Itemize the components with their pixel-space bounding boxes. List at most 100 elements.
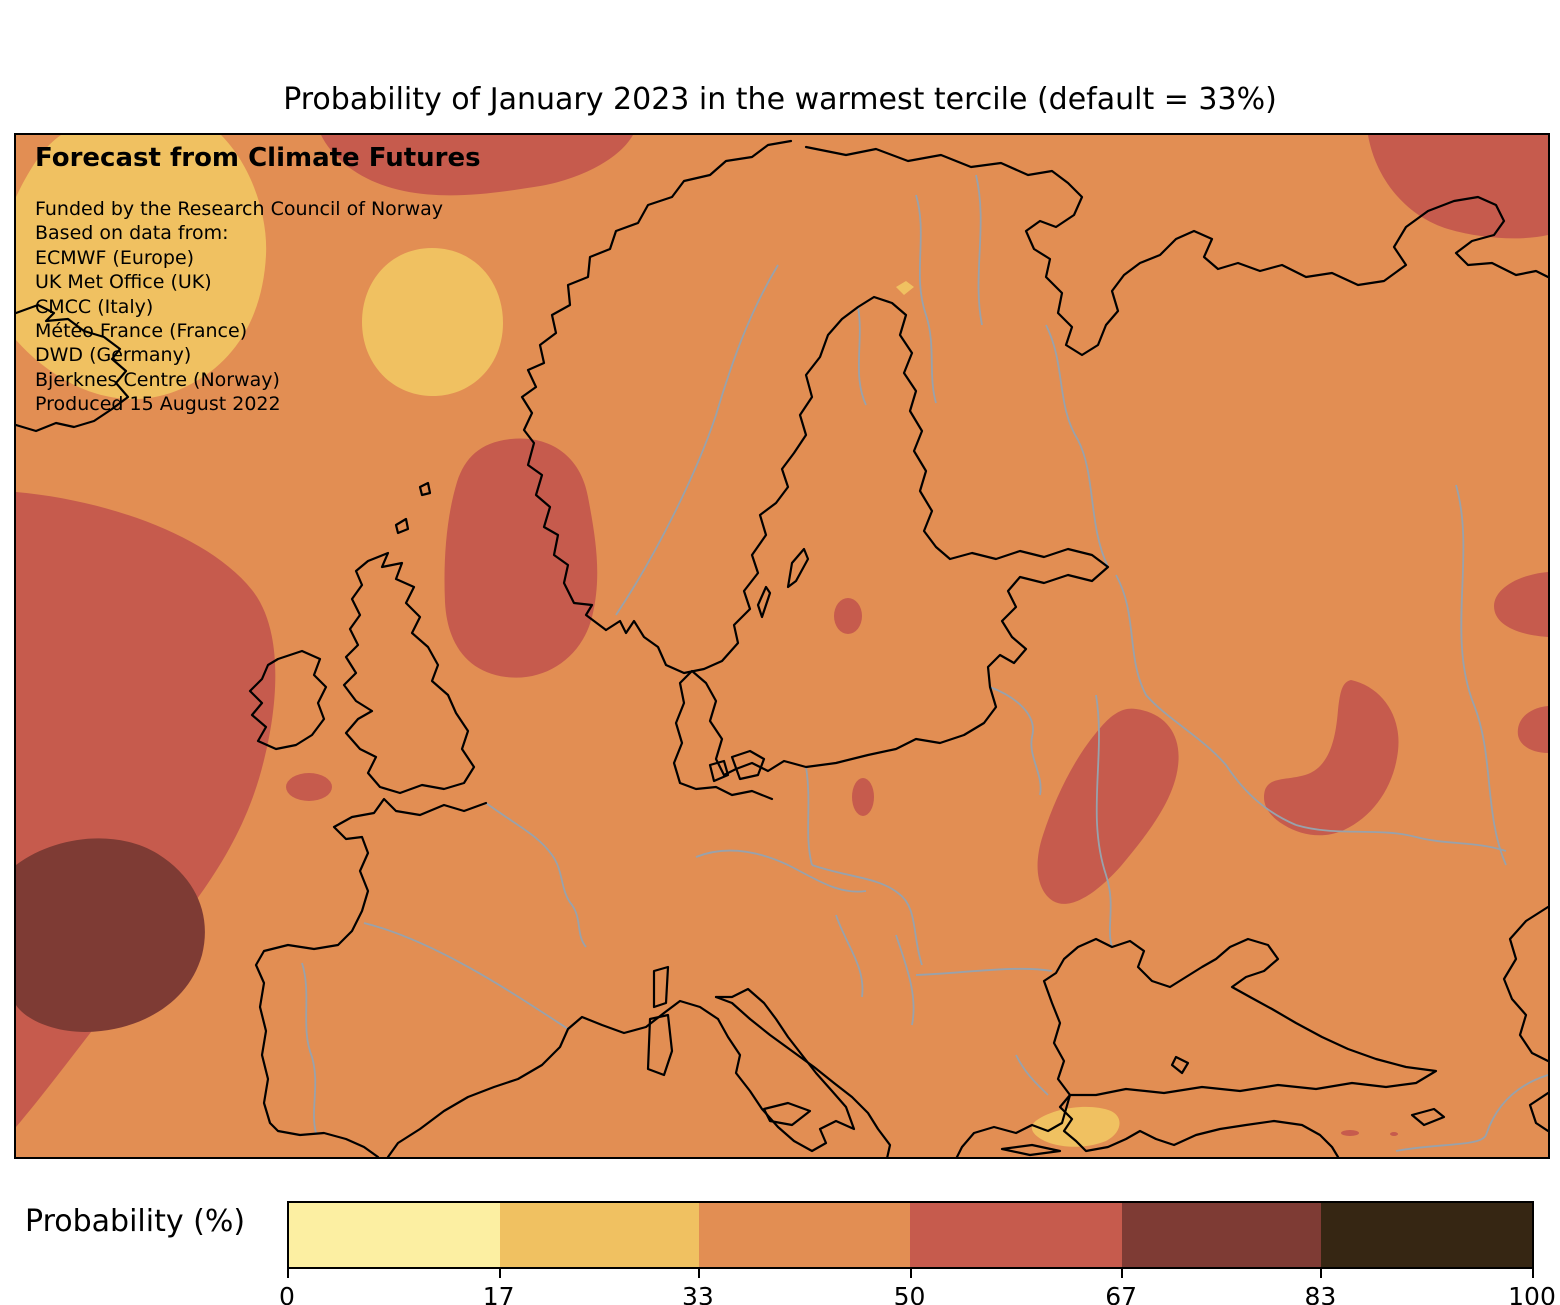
border-finnmark bbox=[915, 194, 937, 404]
region-67-83-atlantic bbox=[16, 838, 205, 1032]
tick-label: 67 bbox=[1105, 1282, 1138, 1305]
region-50-67-east-crescent bbox=[1263, 680, 1399, 836]
border-baltics-russia bbox=[1115, 574, 1297, 826]
region-50-67-norwegian-sea bbox=[444, 438, 598, 678]
coast-sicily bbox=[762, 1101, 812, 1127]
tick-label: 17 bbox=[482, 1282, 515, 1305]
region-17-33-dot-finland bbox=[896, 281, 914, 295]
coast-oland bbox=[756, 585, 772, 619]
border-norway-sweden bbox=[615, 264, 779, 616]
border-pyrenees bbox=[363, 922, 569, 1030]
coast-barents-whitesea bbox=[804, 145, 1548, 357]
region-17-33-turkey-coast bbox=[1031, 1106, 1120, 1147]
coast-anatolia bbox=[1058, 1093, 1340, 1157]
tick-mark bbox=[909, 1268, 912, 1278]
region-50-67-top-right bbox=[1368, 135, 1548, 239]
tick-mark bbox=[1320, 1268, 1323, 1278]
tick-mark bbox=[287, 1268, 289, 1278]
coast-france-iberia bbox=[254, 797, 488, 1157]
coast-norway-west bbox=[520, 139, 793, 632]
region-50-67-moldova-ukraine bbox=[1037, 708, 1179, 904]
coast-sardinia bbox=[646, 1013, 674, 1077]
figure-title: Probability of January 2023 in the warme… bbox=[283, 82, 1277, 117]
tick-label: 0 bbox=[279, 1282, 295, 1305]
coast-funen bbox=[708, 759, 730, 783]
border-greece-bulgaria bbox=[1015, 1054, 1049, 1096]
annotation-line: Based on data from: bbox=[35, 222, 229, 245]
border-danube-hungary bbox=[811, 864, 923, 966]
coast-iceland bbox=[16, 303, 130, 433]
coast-black-sea bbox=[1042, 937, 1438, 1097]
colorbar bbox=[287, 1201, 1534, 1269]
border-serbia bbox=[835, 914, 915, 1026]
region-50-67-dot-baltic bbox=[834, 598, 862, 634]
coast-cyprus bbox=[1410, 1107, 1446, 1127]
region-17-33-oval-norwegian-sea bbox=[362, 248, 503, 397]
border-portugal-spain bbox=[301, 962, 317, 1134]
tick-label: 33 bbox=[681, 1282, 714, 1305]
colorbar-label: Probability (%) bbox=[25, 1204, 246, 1239]
border-oder bbox=[805, 766, 813, 866]
colorbar-seg-17-33 bbox=[500, 1203, 700, 1267]
annotation-lines: Funded by the Research Council of Norway… bbox=[35, 197, 481, 417]
coast-jutland bbox=[672, 669, 774, 801]
colorbar-seg-50-67 bbox=[910, 1203, 1122, 1267]
tick-mark bbox=[1121, 1268, 1124, 1278]
coast-corsica bbox=[652, 965, 670, 1009]
tick-label: 100 bbox=[1508, 1282, 1556, 1305]
coast-shetland bbox=[394, 517, 410, 535]
coast-rhodes bbox=[1170, 1055, 1190, 1075]
tick-label: 50 bbox=[893, 1282, 926, 1305]
border-ukraine-romania bbox=[1095, 694, 1113, 948]
region-50-67-dot-carpathia bbox=[852, 778, 874, 816]
coast-spain-med-france bbox=[386, 999, 720, 1157]
annotation-line: UK Met Office (UK) bbox=[35, 271, 212, 294]
annotation-line: Bjerknes Centre (Norway) bbox=[35, 368, 280, 391]
annotation-line: CMCC (Italy) bbox=[35, 295, 154, 318]
region-17-33-northwest bbox=[16, 135, 267, 400]
colorbar-seg-83-100 bbox=[1320, 1203, 1532, 1267]
border-sweden-finland bbox=[857, 306, 867, 406]
border-volga bbox=[1455, 484, 1507, 866]
tick-mark bbox=[1532, 1268, 1534, 1278]
colorbar-seg-33-50 bbox=[699, 1203, 911, 1267]
map-annotation: Forecast from Climate Futures Funded by … bbox=[35, 143, 481, 417]
border-czech-austria bbox=[695, 849, 867, 893]
annotation-line: DWD (Germany) bbox=[35, 344, 192, 367]
colorbar-seg-0-17 bbox=[289, 1203, 501, 1267]
europe-probability-map: Forecast from Climate Futures Funded by … bbox=[14, 133, 1550, 1159]
coast-caspian bbox=[1502, 905, 1548, 1133]
annotation-line: Produced 15 August 2022 bbox=[35, 393, 281, 416]
region-50-67-right-edge-upper bbox=[1494, 572, 1548, 637]
coast-great-britain bbox=[342, 551, 476, 795]
coast-ireland bbox=[248, 649, 328, 751]
region-50-67-dash-anatolia-2 bbox=[1390, 1132, 1398, 1136]
map-canvas bbox=[16, 135, 1548, 1157]
annotation-line: Météo France (France) bbox=[35, 320, 248, 343]
coast-crete bbox=[1000, 1143, 1062, 1157]
border-lithuania-belarus bbox=[989, 686, 1042, 796]
border-russia-kazakh bbox=[1295, 824, 1507, 852]
border-romania-bulgaria bbox=[915, 967, 1053, 976]
region-50-67-dot-brittany bbox=[286, 773, 332, 801]
coast-gotland bbox=[786, 547, 810, 589]
annotation-line: Funded by the Research Council of Norway bbox=[35, 198, 444, 220]
region-50-67-dash-anatolia-1 bbox=[1341, 1130, 1359, 1136]
region-50-67-right-edge-lower bbox=[1517, 706, 1548, 753]
coast-baltic bbox=[604, 295, 1110, 777]
border-germany-france bbox=[485, 802, 587, 948]
border-finland-russia bbox=[1045, 324, 1109, 568]
tick-mark bbox=[498, 1268, 501, 1278]
colorbar-seg-67-83 bbox=[1121, 1203, 1321, 1267]
tick-label: 83 bbox=[1304, 1282, 1337, 1305]
tick-mark bbox=[697, 1268, 700, 1278]
coast-adriatic-balkans bbox=[714, 995, 1072, 1157]
border-caucasus-south bbox=[1395, 1074, 1548, 1152]
annotation-line: ECMWF (Europe) bbox=[35, 246, 195, 269]
annotation-heading: Forecast from Climate Futures bbox=[35, 143, 481, 173]
border-kola bbox=[975, 174, 983, 326]
coast-zealand bbox=[730, 749, 766, 781]
colorbar-axis: 0 17 33 50 67 83 100 bbox=[279, 1268, 1556, 1305]
region-50-67-top-center bbox=[321, 135, 633, 196]
